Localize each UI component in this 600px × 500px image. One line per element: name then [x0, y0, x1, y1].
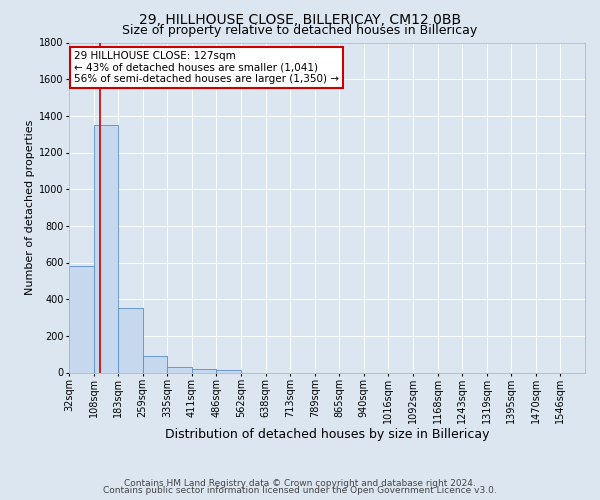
X-axis label: Distribution of detached houses by size in Billericay: Distribution of detached houses by size …: [165, 428, 489, 440]
Bar: [192, 369, 217, 372]
Bar: [143, 356, 167, 372]
Text: 29 HILLHOUSE CLOSE: 127sqm
← 43% of detached houses are smaller (1,041)
56% of s: 29 HILLHOUSE CLOSE: 127sqm ← 43% of deta…: [74, 51, 339, 84]
Bar: [167, 367, 192, 372]
Bar: [69, 266, 94, 372]
Y-axis label: Number of detached properties: Number of detached properties: [25, 120, 35, 295]
Text: Size of property relative to detached houses in Billericay: Size of property relative to detached ho…: [122, 24, 478, 37]
Bar: [217, 370, 241, 372]
Text: Contains HM Land Registry data © Crown copyright and database right 2024.: Contains HM Land Registry data © Crown c…: [124, 478, 476, 488]
Text: 29, HILLHOUSE CLOSE, BILLERICAY, CM12 0BB: 29, HILLHOUSE CLOSE, BILLERICAY, CM12 0B…: [139, 12, 461, 26]
Bar: [118, 308, 143, 372]
Bar: [94, 125, 118, 372]
Text: Contains public sector information licensed under the Open Government Licence v3: Contains public sector information licen…: [103, 486, 497, 495]
